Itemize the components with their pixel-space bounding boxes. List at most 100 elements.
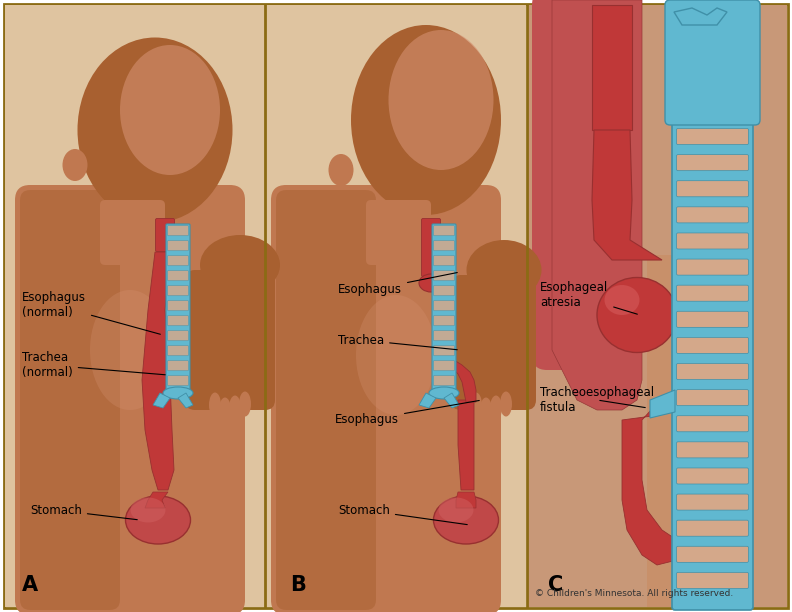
Text: © Children's Minnesota. All rights reserved.: © Children's Minnesota. All rights reser… bbox=[535, 589, 733, 598]
Ellipse shape bbox=[90, 290, 170, 410]
FancyBboxPatch shape bbox=[167, 376, 188, 386]
FancyBboxPatch shape bbox=[433, 376, 455, 386]
FancyBboxPatch shape bbox=[527, 5, 647, 607]
Text: Stomach: Stomach bbox=[30, 504, 137, 520]
FancyBboxPatch shape bbox=[167, 286, 188, 296]
FancyBboxPatch shape bbox=[433, 241, 455, 251]
Text: Esophagus
(normal): Esophagus (normal) bbox=[22, 291, 160, 334]
FancyBboxPatch shape bbox=[433, 300, 455, 311]
FancyBboxPatch shape bbox=[433, 271, 455, 281]
FancyBboxPatch shape bbox=[167, 271, 188, 281]
FancyBboxPatch shape bbox=[433, 286, 455, 296]
Text: Trachea: Trachea bbox=[338, 334, 457, 349]
FancyBboxPatch shape bbox=[672, 2, 753, 610]
Polygon shape bbox=[622, 400, 677, 565]
FancyBboxPatch shape bbox=[166, 224, 190, 391]
FancyBboxPatch shape bbox=[167, 330, 188, 341]
FancyBboxPatch shape bbox=[433, 255, 455, 266]
FancyBboxPatch shape bbox=[676, 233, 748, 249]
Ellipse shape bbox=[229, 395, 241, 420]
Text: Esophageal
atresia: Esophageal atresia bbox=[540, 281, 638, 314]
Ellipse shape bbox=[329, 154, 353, 186]
FancyBboxPatch shape bbox=[676, 312, 748, 327]
FancyBboxPatch shape bbox=[432, 224, 456, 391]
Ellipse shape bbox=[433, 496, 498, 544]
Ellipse shape bbox=[490, 395, 502, 420]
Polygon shape bbox=[419, 393, 436, 408]
Polygon shape bbox=[142, 252, 174, 490]
Text: C: C bbox=[548, 575, 563, 595]
Ellipse shape bbox=[239, 392, 251, 417]
FancyBboxPatch shape bbox=[100, 200, 165, 265]
Ellipse shape bbox=[120, 45, 220, 175]
FancyBboxPatch shape bbox=[676, 155, 748, 171]
Ellipse shape bbox=[200, 235, 280, 295]
Text: Trachea
(normal): Trachea (normal) bbox=[22, 351, 166, 379]
Ellipse shape bbox=[466, 240, 542, 300]
Polygon shape bbox=[592, 5, 632, 130]
FancyBboxPatch shape bbox=[271, 185, 501, 612]
Ellipse shape bbox=[219, 398, 231, 422]
Ellipse shape bbox=[351, 25, 501, 215]
Polygon shape bbox=[592, 130, 662, 260]
Polygon shape bbox=[153, 393, 170, 408]
Polygon shape bbox=[456, 492, 476, 508]
Ellipse shape bbox=[131, 498, 166, 523]
Polygon shape bbox=[650, 390, 675, 418]
FancyBboxPatch shape bbox=[167, 300, 188, 311]
Polygon shape bbox=[145, 492, 168, 508]
FancyBboxPatch shape bbox=[676, 364, 748, 379]
Ellipse shape bbox=[63, 149, 87, 181]
FancyBboxPatch shape bbox=[676, 285, 748, 301]
FancyBboxPatch shape bbox=[676, 181, 748, 197]
Bar bbox=[527, 5, 787, 607]
Text: Esophagus: Esophagus bbox=[338, 272, 457, 296]
Ellipse shape bbox=[470, 392, 482, 417]
FancyBboxPatch shape bbox=[433, 346, 455, 356]
FancyBboxPatch shape bbox=[665, 0, 760, 125]
FancyBboxPatch shape bbox=[185, 270, 275, 410]
Polygon shape bbox=[442, 360, 476, 402]
Polygon shape bbox=[178, 393, 193, 408]
FancyBboxPatch shape bbox=[421, 218, 440, 277]
Polygon shape bbox=[552, 0, 642, 410]
FancyBboxPatch shape bbox=[167, 241, 188, 251]
FancyBboxPatch shape bbox=[433, 360, 455, 371]
Text: Stomach: Stomach bbox=[338, 504, 467, 524]
FancyBboxPatch shape bbox=[532, 0, 642, 370]
FancyBboxPatch shape bbox=[676, 416, 748, 432]
FancyBboxPatch shape bbox=[737, 5, 787, 607]
Ellipse shape bbox=[78, 37, 233, 223]
FancyBboxPatch shape bbox=[451, 275, 536, 410]
Ellipse shape bbox=[389, 30, 493, 170]
Ellipse shape bbox=[604, 285, 639, 315]
Polygon shape bbox=[458, 400, 474, 490]
Ellipse shape bbox=[419, 274, 443, 292]
FancyBboxPatch shape bbox=[366, 200, 431, 265]
FancyBboxPatch shape bbox=[20, 190, 120, 610]
FancyBboxPatch shape bbox=[167, 316, 188, 326]
FancyBboxPatch shape bbox=[433, 330, 455, 341]
FancyBboxPatch shape bbox=[167, 346, 188, 356]
FancyBboxPatch shape bbox=[676, 494, 748, 510]
Ellipse shape bbox=[500, 392, 512, 417]
Ellipse shape bbox=[439, 498, 474, 523]
Ellipse shape bbox=[429, 387, 459, 399]
FancyBboxPatch shape bbox=[167, 225, 188, 236]
FancyBboxPatch shape bbox=[676, 520, 748, 536]
FancyBboxPatch shape bbox=[167, 255, 188, 266]
Bar bbox=[5, 5, 265, 607]
Text: B: B bbox=[290, 575, 306, 595]
FancyBboxPatch shape bbox=[527, 5, 787, 255]
Ellipse shape bbox=[163, 387, 193, 399]
Ellipse shape bbox=[597, 277, 677, 353]
Ellipse shape bbox=[480, 398, 492, 422]
Ellipse shape bbox=[356, 295, 436, 415]
Text: A: A bbox=[22, 575, 38, 595]
FancyBboxPatch shape bbox=[676, 337, 748, 354]
FancyBboxPatch shape bbox=[676, 572, 748, 589]
Text: Tracheoesophageal
fistula: Tracheoesophageal fistula bbox=[540, 386, 654, 414]
FancyBboxPatch shape bbox=[15, 185, 245, 612]
Ellipse shape bbox=[125, 496, 191, 544]
FancyBboxPatch shape bbox=[433, 225, 455, 236]
